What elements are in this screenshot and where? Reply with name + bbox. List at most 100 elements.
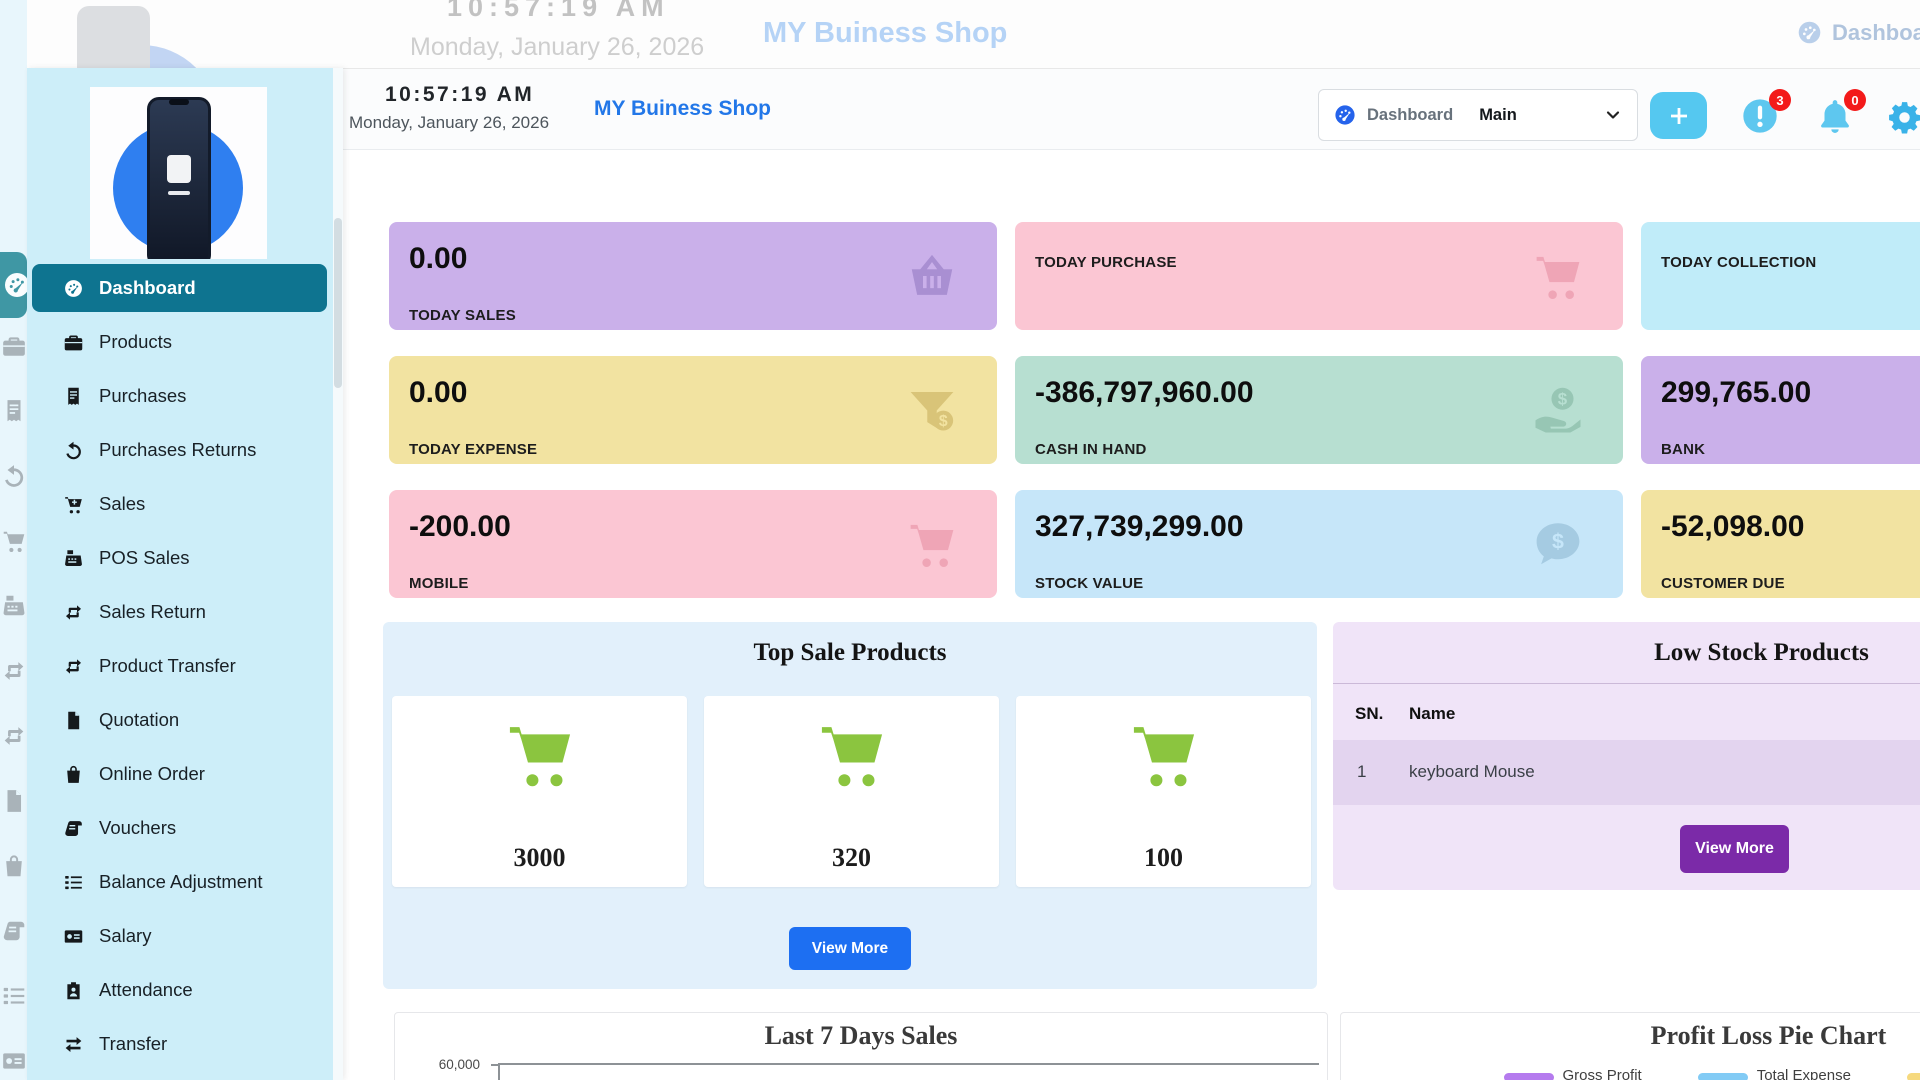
money-check-icon: [63, 926, 84, 947]
sidebar-item-quotation[interactable]: Quotation: [32, 696, 327, 744]
sidebar-item-pos-sales[interactable]: POS Sales: [32, 534, 327, 582]
stat-label: TODAY EXPENSE: [409, 441, 538, 458]
notifications-button[interactable]: 0: [1815, 89, 1866, 138]
voucher-icon: [1, 918, 27, 944]
shop-name-link[interactable]: MY Buiness Shop: [594, 97, 771, 120]
sidebar-item-label: POS Sales: [99, 547, 190, 568]
stat-value: 299,765.00: [1661, 376, 1812, 409]
receipt-icon: [1, 398, 27, 424]
stat-label: STOCK VALUE: [1035, 575, 1144, 592]
stat-label: MOBILE: [409, 575, 469, 592]
y-axis: [498, 1063, 500, 1080]
background-active-nav: [0, 252, 27, 318]
product-quantity: 320: [832, 843, 871, 872]
clock: 10:57:19 AM: [385, 83, 535, 106]
background-app-logo: [65, 0, 225, 68]
repeat-icon: [63, 602, 84, 623]
chevron-down-icon: [1603, 105, 1623, 125]
sidebar-item-transfer[interactable]: Transfer: [32, 1020, 327, 1068]
low-stock-view-more-button[interactable]: View More: [1680, 825, 1789, 873]
main-content: 0.00 TODAY SALES TODAY PURCHASE TODAY CO…: [343, 150, 1920, 1080]
phone-logo-image: [147, 97, 211, 259]
sidebar-item-purchases-returns[interactable]: Purchases Returns: [32, 426, 327, 474]
cart-icon: [502, 716, 578, 792]
alerts-button[interactable]: 3: [1740, 89, 1791, 138]
sidebar-item-label: Quotation: [99, 709, 180, 730]
alerts-badge: 3: [1769, 89, 1791, 111]
cart-icon: [1, 528, 27, 554]
app-logo: [90, 87, 267, 259]
plus-icon: [1667, 104, 1691, 128]
stat-value: 327,739,299.00: [1035, 510, 1244, 543]
dropdown-section-label: Main: [1479, 105, 1517, 124]
sidebar-item-dashboard[interactable]: Dashboard: [32, 264, 327, 312]
top-sale-product-card: 100: [1016, 696, 1311, 887]
cart-icon: [905, 517, 959, 571]
shopping-bag-icon: [1, 853, 27, 879]
sidebar-item-products[interactable]: Products: [32, 318, 327, 366]
legend-item: Total Expense: [1697, 1067, 1851, 1080]
sidebar-item-purchases[interactable]: Purchases: [32, 372, 327, 420]
axis-tick: [491, 1064, 498, 1066]
receipt-icon: [63, 386, 84, 407]
stat-label: TODAY SALES: [409, 307, 516, 324]
briefcase-icon: [63, 332, 84, 353]
cash-register-icon: [1, 593, 27, 619]
sidebar-item-sales[interactable]: Sales: [32, 480, 327, 528]
background-top-strip: 10:57:19 AM Monday, January 26, 2026 MY …: [0, 0, 1920, 68]
background-breadcrumb-label: Dashboard: [1832, 19, 1920, 45]
cart-icon: [1126, 716, 1202, 792]
table-row: 1 keyboard Mouse: [1333, 740, 1920, 805]
file-icon: [63, 710, 84, 731]
hand-dollar-icon: [1531, 383, 1585, 437]
pie-legend: Gross Profit Total Expense Total Loss: [1341, 1067, 1920, 1080]
list-check-icon: [1, 983, 27, 1009]
stat-card-cash-in-hand: -386,797,960.00 CASH IN HAND: [1015, 356, 1623, 464]
sidebar-item-balance-adjustment[interactable]: Balance Adjustment: [32, 858, 327, 906]
sidebar-item-label: Purchases: [99, 385, 187, 406]
repeat-icon: [1, 658, 27, 684]
stat-card-today-purchase: TODAY PURCHASE: [1015, 222, 1623, 330]
sidebar-item-attendance[interactable]: Attendance: [32, 966, 327, 1014]
sidebar-item-salary[interactable]: Salary: [32, 912, 327, 960]
product-quantity: 100: [1144, 843, 1183, 872]
settings-gear-icon[interactable]: [1886, 99, 1920, 136]
legend-swatch: [1503, 1072, 1554, 1080]
stat-value: 0.00: [409, 242, 468, 275]
gauge-icon: [63, 278, 84, 299]
sidebar-item-product-transfer[interactable]: Product Transfer: [32, 642, 327, 690]
basket-icon: [905, 249, 959, 303]
sidebar-item-label: Purchases Returns: [99, 439, 257, 460]
arrows-transfer-icon: [63, 1034, 84, 1055]
scrollbar-thumb[interactable]: [334, 218, 342, 388]
sidebar-item-label: Product Transfer: [99, 655, 236, 676]
y-axis-tick-label: 60,000: [438, 1057, 480, 1072]
repeat-icon: [1, 723, 27, 749]
stat-value: -52,098.00: [1661, 510, 1805, 543]
sidebar-scrollbar[interactable]: [333, 68, 343, 1080]
chart-title: Profit Loss Pie Chart: [1650, 1021, 1887, 1050]
stat-value: 0.00: [409, 376, 468, 409]
page-select-dropdown[interactable]: Dashboard Main: [1318, 89, 1638, 141]
sidebar-item-sales-return[interactable]: Sales Return: [32, 588, 327, 636]
background-clock: 10:57:19 AM: [447, 0, 670, 22]
sidebar-item-vouchers[interactable]: Vouchers: [32, 804, 327, 852]
stat-value: -200.00: [409, 510, 511, 543]
sidebar-item-online-order[interactable]: Online Order: [32, 750, 327, 798]
add-button[interactable]: [1650, 92, 1707, 139]
stat-label: BANK: [1661, 441, 1706, 458]
stat-value: -386,797,960.00: [1035, 376, 1254, 409]
last-7-days-sales-chart-panel: Last 7 Days Sales 60,000: [394, 1012, 1328, 1080]
background-shop-name: MY Buiness Shop: [763, 17, 1008, 49]
sidebar-item-label: Products: [99, 331, 173, 352]
top-sale-view-more-button[interactable]: View More: [789, 927, 911, 970]
sidebar-item-label: Salary: [99, 925, 152, 946]
stat-label: TODAY COLLECTION: [1661, 254, 1817, 271]
top-sale-product-card: 320: [704, 696, 999, 887]
panel-title: Top Sale Products: [753, 639, 947, 666]
cash-register-icon: [63, 548, 84, 569]
divider: [1333, 683, 1920, 684]
cart-icon: [1531, 249, 1585, 303]
rotate-left-icon: [63, 440, 84, 461]
